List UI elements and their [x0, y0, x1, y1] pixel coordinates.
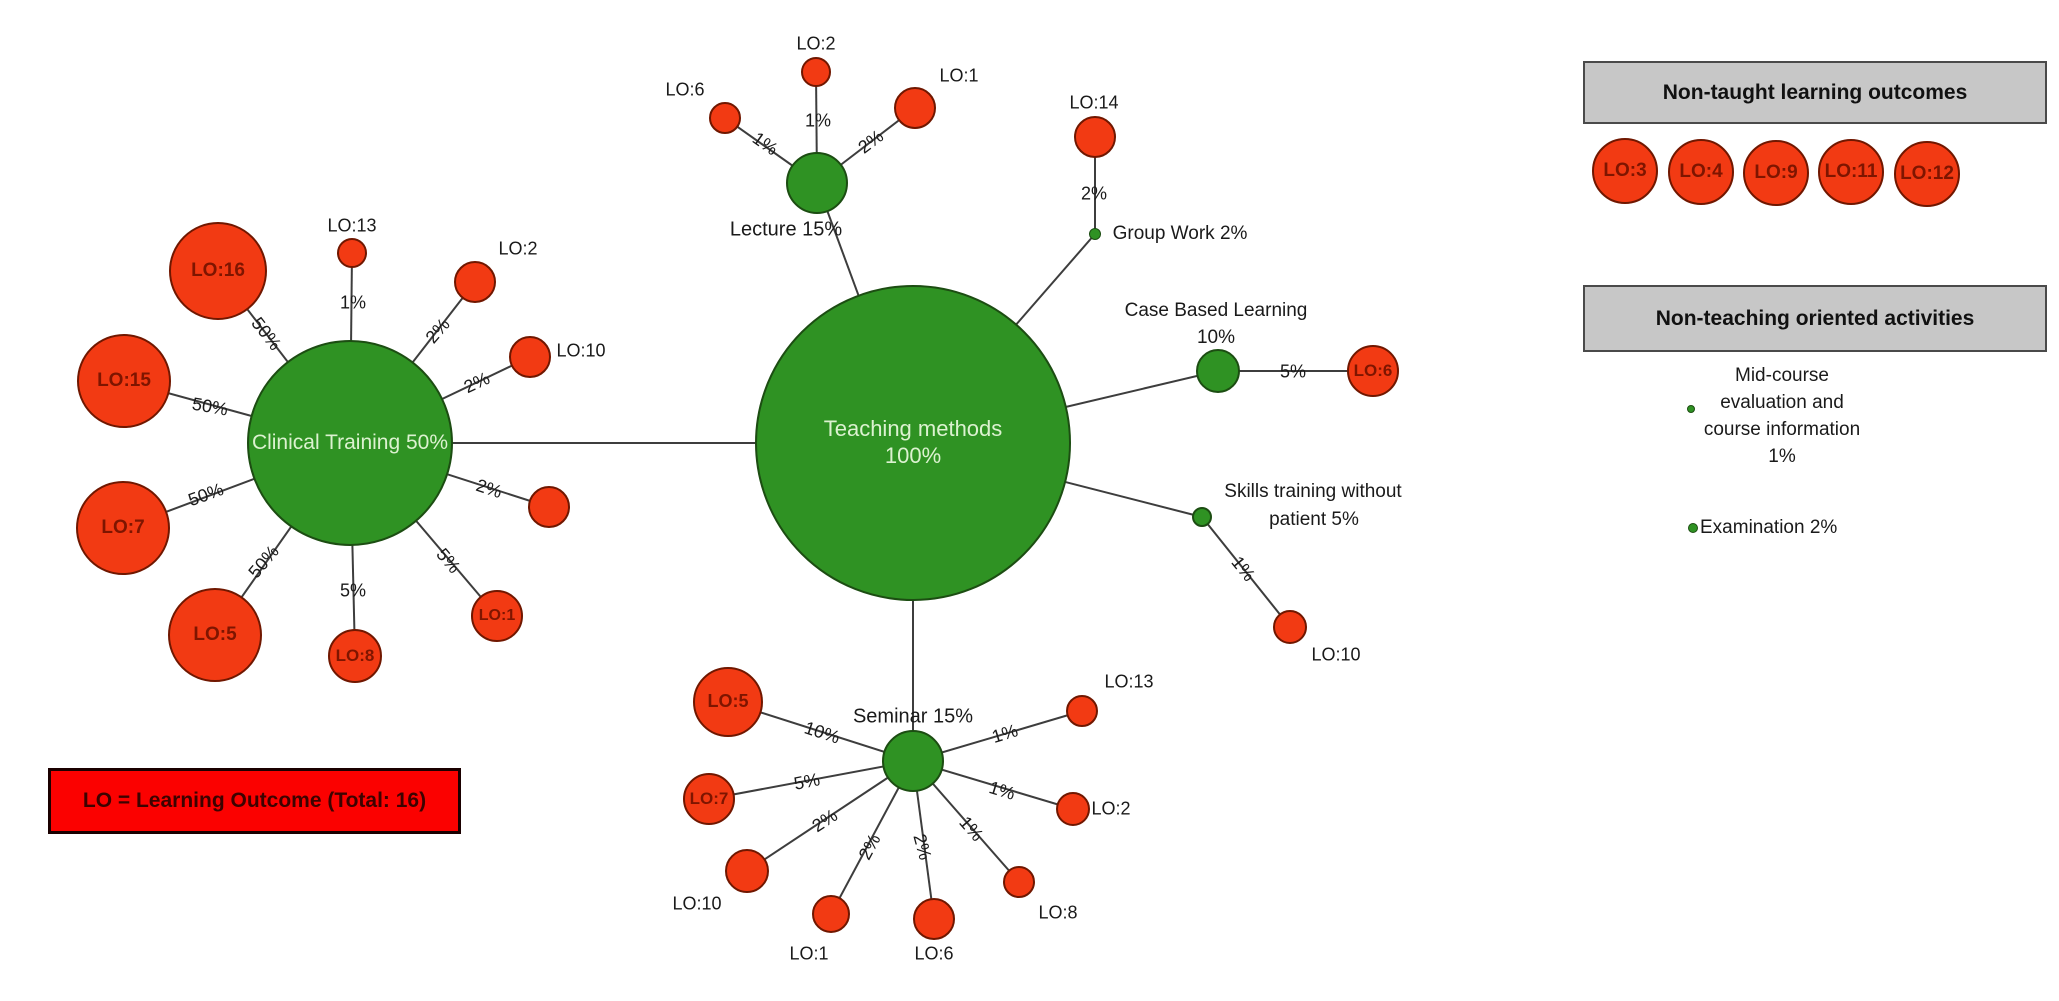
diagram-label-17: Seminar 15% — [852, 705, 974, 728]
diagram-label-30: LO:1 — [789, 943, 829, 964]
node-nt-lo3: LO:3 — [1592, 138, 1658, 204]
midcourse-activity-label: Mid-course evaluation and course informa… — [1694, 362, 1870, 470]
node-cl-lo15-label: LO:15 — [97, 370, 151, 392]
diagram-label-2: LO:1 — [939, 65, 979, 86]
midcourse-line-2: evaluation and — [1720, 392, 1844, 413]
node-nt-lo12: LO:12 — [1894, 141, 1960, 207]
node-sem-lo10 — [725, 849, 769, 893]
diagram-label-9: Group Work 2% — [1112, 223, 1248, 245]
diagram-label-7: LO:14 — [1069, 92, 1119, 113]
node-nt-lo4-label: LO:4 — [1679, 161, 1723, 183]
node-nt-lo9-label: LO:9 — [1754, 162, 1798, 184]
diagram-label-13: Skills training without — [1224, 481, 1402, 503]
node-cl-lo5-label: LO:5 — [193, 624, 237, 646]
non-teaching-activities-box: Non-teaching oriented activities — [1583, 285, 2047, 352]
midcourse-line-1: Mid-course — [1735, 365, 1829, 386]
node-exam-dot — [1688, 523, 1698, 533]
diagram-label-33: 1% — [339, 292, 367, 313]
node-sem-lo2 — [1056, 792, 1090, 826]
node-seminar — [882, 730, 944, 792]
node-clinical: Clinical Training 50% — [247, 340, 453, 546]
diagram-label-0: LO:6 — [665, 79, 705, 100]
node-nt-lo4: LO:4 — [1668, 139, 1734, 205]
diagram-label-10: Case Based Learning — [1124, 300, 1308, 322]
node-cl-lo16-label: LO:16 — [191, 260, 245, 282]
diagram-label-16: LO:10 — [1311, 644, 1361, 665]
lo-legend-text: LO = Learning Outcome (Total: 16) — [82, 789, 427, 812]
node-groupwork — [1089, 228, 1101, 240]
edge-skills-sk-lo10 — [1201, 516, 1291, 628]
lo-legend-box: LO = Learning Outcome (Total: 16) — [48, 768, 461, 834]
node-cl-lo1-label: LO:1 — [478, 607, 516, 625]
edge-seminar-sem-lo10 — [746, 760, 914, 872]
node-sem-lo5: LO:5 — [693, 667, 763, 737]
diagram-label-31: LO:6 — [914, 943, 954, 964]
node-cl-lo7-label: LO:7 — [101, 517, 145, 539]
diagram-label-11: 10% — [1196, 327, 1236, 349]
node-teaching: Teaching methods 100% — [755, 285, 1071, 601]
node-cl-lo8-label: LO:8 — [335, 645, 375, 665]
node-cl-lo10 — [509, 336, 551, 378]
node-teaching-label: 100% — [884, 443, 942, 468]
node-nt-lo11: LO:11 — [1818, 139, 1884, 205]
edge-seminar-sem-lo7 — [708, 760, 914, 800]
node-nt-lo11-label: LO:11 — [1824, 161, 1878, 183]
node-lec-lo1 — [894, 87, 936, 129]
node-midcourse-dot — [1687, 405, 1695, 413]
diagram-label-28: LO:8 — [1038, 902, 1078, 923]
diagram-label-32: LO:13 — [327, 215, 377, 236]
node-gw-lo14 — [1074, 116, 1116, 158]
non-taught-outcomes-box: Non-taught learning outcomes — [1583, 61, 2047, 124]
node-sem-lo1 — [812, 895, 850, 933]
diagram-label-42: 5% — [339, 580, 367, 601]
node-cl-lo8: LO:8 — [328, 629, 382, 683]
diagram-label-29: LO:10 — [672, 893, 722, 914]
diagram-label-26: LO:13 — [1104, 671, 1154, 692]
node-sem-lo7-label: LO:7 — [689, 788, 729, 808]
midcourse-line-3: course information — [1703, 419, 1861, 440]
node-cl-lo2 — [454, 261, 496, 303]
node-sem-lo6 — [913, 898, 955, 940]
node-sem-lo7: LO:7 — [683, 773, 735, 825]
non-teaching-activities-title: Non-teaching oriented activities — [1655, 306, 1975, 330]
node-cl-lo5: LO:5 — [168, 588, 262, 682]
node-nt-lo3-label: LO:3 — [1603, 160, 1647, 182]
node-cl-lo13 — [337, 238, 367, 268]
node-cl-lo16: LO:16 — [169, 222, 267, 320]
diagram-label-6: Lecture 15% — [729, 218, 843, 241]
node-clinical-label: Clinical Training 50% — [251, 431, 449, 455]
examination-label: Examination 2% — [1700, 517, 1838, 538]
non-taught-outcomes-title: Non-taught learning outcomes — [1662, 80, 1968, 104]
node-cl-lo15: LO:15 — [77, 334, 171, 428]
diagram-label-4: 1% — [804, 110, 832, 131]
diagram-label-27: LO:2 — [1091, 798, 1131, 819]
node-sem-lo5-label: LO:5 — [707, 691, 749, 712]
node-cl-lo7: LO:7 — [76, 481, 170, 575]
diagram-label-37: LO:10 — [556, 340, 606, 361]
node-lec-lo6 — [709, 102, 741, 134]
node-teaching-label: Teaching methods — [823, 416, 1003, 442]
diagram-label-12: 5% — [1279, 361, 1307, 382]
node-cbl-lo6: LO:6 — [1347, 345, 1399, 397]
node-cl-lo1: LO:1 — [471, 590, 523, 642]
diagram-label-1: LO:2 — [796, 33, 836, 54]
node-sem-lo8 — [1003, 866, 1035, 898]
node-sem-lo13 — [1066, 695, 1098, 727]
diagram-label-14: patient 5% — [1269, 509, 1359, 531]
node-cbl — [1196, 349, 1240, 393]
node-cbl-lo6-label: LO:6 — [1353, 360, 1393, 380]
node-lec-lo2 — [801, 57, 831, 87]
node-nt-lo12-label: LO:12 — [1900, 163, 1954, 185]
node-skills — [1192, 507, 1212, 527]
midcourse-line-4: 1% — [1768, 446, 1796, 467]
diagram-label-34: LO:2 — [498, 238, 538, 259]
diagram-label-8: 2% — [1080, 183, 1108, 204]
node-lecture — [786, 152, 848, 214]
node-sk-lo10 — [1273, 610, 1307, 644]
node-cl-lo6 — [528, 486, 570, 528]
node-nt-lo9: LO:9 — [1743, 140, 1809, 206]
